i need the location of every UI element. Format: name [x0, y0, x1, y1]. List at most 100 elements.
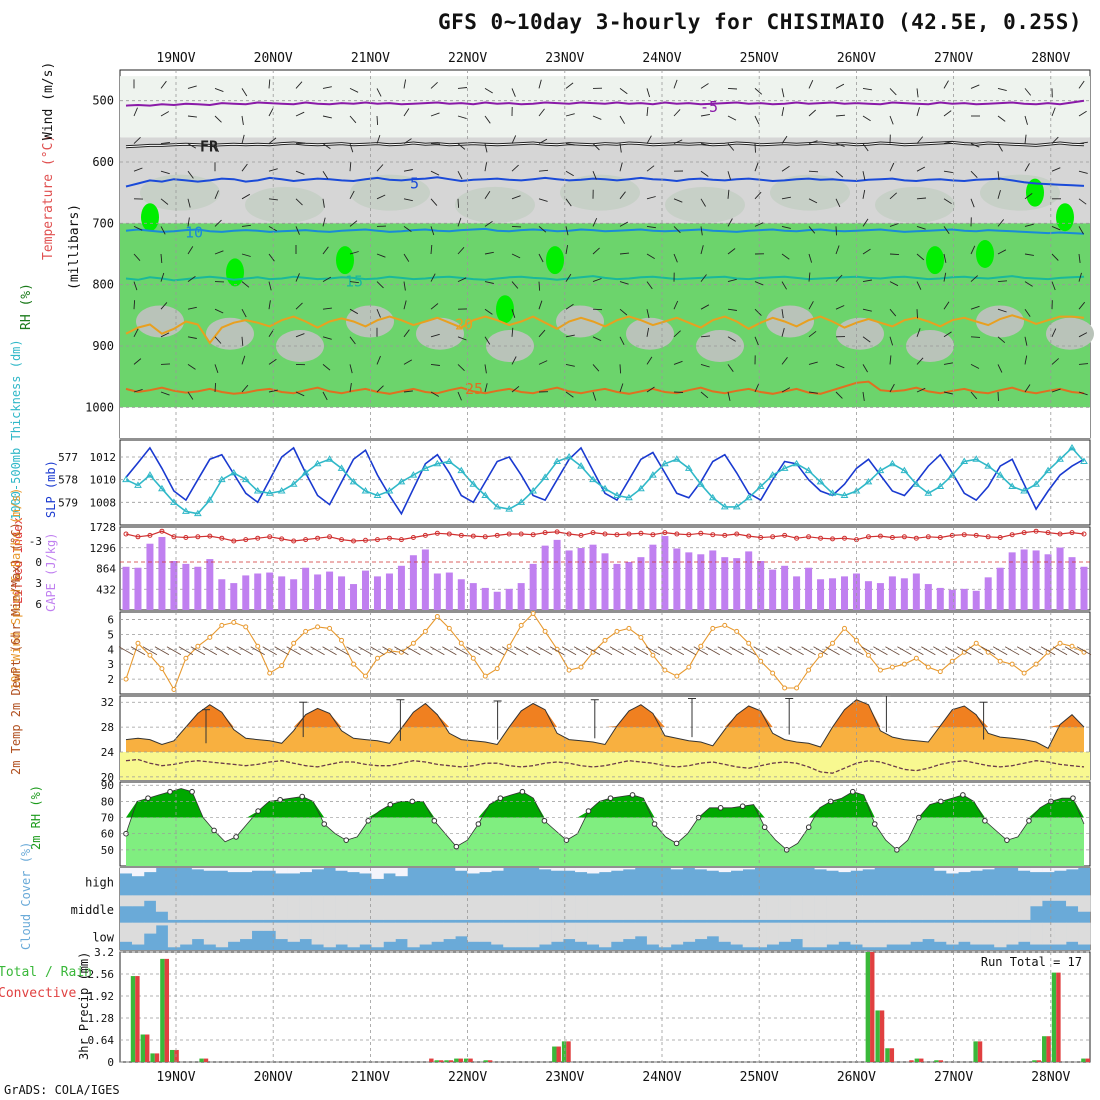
wind-barb [673, 391, 684, 393]
wind-barb [781, 196, 791, 200]
lifted-index-marker [842, 535, 847, 541]
cloud-gap-high [263, 868, 276, 871]
cloud-gap-low [910, 922, 923, 942]
thickness-marker [804, 466, 813, 474]
wind-speed-marker [255, 643, 261, 649]
wind-barb [241, 281, 250, 288]
wind-barb [889, 223, 899, 227]
rh-marker [1004, 837, 1010, 843]
cloud-gap-low [120, 922, 133, 942]
temp-tick-label: 24 [101, 746, 115, 759]
cape-bar [230, 583, 238, 610]
wind-barb [889, 88, 897, 96]
rh-high-patch [1026, 178, 1044, 207]
wind-barb [1051, 107, 1056, 117]
isotherm-25 [125, 380, 1085, 395]
wind-barb [538, 253, 544, 263]
cloud-gap-middle [850, 895, 863, 920]
cloud-gap-low [251, 922, 265, 931]
cloud-gap-low [563, 922, 576, 940]
cape-bar [721, 557, 729, 610]
wind-barb [781, 107, 785, 117]
wind-barb [241, 355, 246, 365]
cloud-gap-high [347, 868, 360, 873]
wind-barb [916, 225, 926, 230]
wind-barb [1078, 226, 1084, 235]
wind-barb [700, 170, 709, 177]
wind-barb [646, 88, 651, 98]
date-label-top: 23NOV [545, 51, 584, 66]
cape-bar [529, 563, 537, 610]
wind-barb [376, 164, 384, 172]
lifted-index-marker [530, 532, 536, 538]
cloud-gap-middle [191, 895, 205, 920]
wind-barb-10m [669, 646, 685, 656]
cape-bar [505, 588, 513, 610]
cloud-gap-middle [515, 895, 528, 920]
precip-tick-label: 1.28 [88, 1012, 115, 1025]
rh-marker [982, 817, 988, 824]
lifted-index-marker [830, 536, 836, 542]
wind-speed-marker [614, 628, 620, 634]
thickness-marker [1080, 457, 1088, 465]
wind-barb [727, 171, 732, 180]
wind-barb [754, 308, 762, 316]
lifted-tick-label: -3 [29, 535, 42, 548]
wind-barb [646, 135, 652, 144]
wind-barb [889, 115, 894, 125]
wind-barb [1024, 88, 1032, 96]
rh-ylabel: 2m RH (%) [29, 785, 43, 850]
wind-barb [457, 87, 468, 89]
precip-conv-bar [154, 1053, 160, 1062]
wind-barb [268, 198, 278, 201]
cloud-gap-high [862, 868, 875, 870]
rh-marker [563, 837, 570, 843]
cloud-gap-middle [287, 895, 300, 920]
cloud-gap-high [383, 868, 396, 874]
wind-barb-10m [214, 646, 229, 656]
cloud-gap-low [658, 922, 672, 948]
lifted-index-marker [159, 528, 165, 534]
cloud-gap-low [778, 922, 791, 942]
date-label-bottom: 19NOV [156, 1070, 195, 1085]
wind-barb-10m [1040, 646, 1056, 656]
wind-barb [430, 273, 436, 282]
rh-patch [416, 317, 464, 350]
wind-barb-10m [597, 646, 613, 656]
precip-legend-total: Total / Rain [0, 965, 92, 980]
rh-patch [770, 174, 850, 211]
wind-speed-marker [1009, 661, 1015, 667]
wind-barb-10m [789, 646, 804, 656]
wind-barb [268, 168, 278, 172]
lifted-index-marker [506, 531, 512, 537]
thickness-marker [684, 464, 693, 471]
wind-speed-marker [1057, 640, 1063, 646]
wind-barb [295, 198, 303, 206]
wind-barb [160, 272, 165, 282]
lifted-index-marker [207, 533, 213, 539]
wind-barb [457, 217, 462, 227]
wind-barb [916, 166, 926, 172]
wind-barb [538, 281, 541, 291]
wind-barb [214, 219, 222, 227]
cloud-gap-middle [814, 895, 827, 920]
wind-barb-10m [1064, 646, 1080, 656]
thickness-marker [229, 468, 238, 476]
lifted-index-marker [422, 532, 428, 538]
wind-barb-10m [346, 646, 361, 656]
precip-total-bar [934, 1060, 939, 1062]
temp-line [125, 699, 1085, 749]
rh-high-patch [141, 203, 159, 232]
lifted-index-marker [710, 532, 716, 538]
wind-barb-10m [717, 646, 732, 656]
lifted-index-marker [794, 535, 800, 541]
wind-barb [592, 308, 603, 311]
lifted-index-marker [889, 535, 895, 540]
rh-marker [585, 808, 592, 814]
wind-barb [511, 225, 522, 228]
cape-bar [888, 576, 896, 610]
cape-bar [709, 550, 717, 610]
cloud-gap-middle [946, 895, 959, 920]
rh-tick-label: 70 [101, 812, 114, 825]
wind-barb [997, 391, 999, 402]
